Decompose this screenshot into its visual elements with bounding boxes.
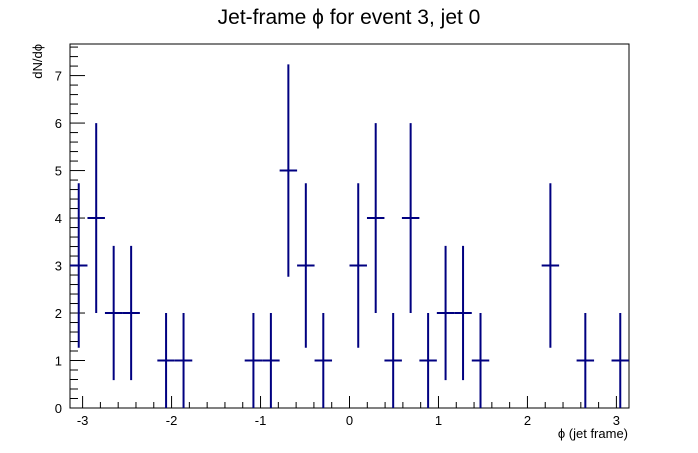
- x-axis-label: ϕ (jet frame): [558, 426, 628, 441]
- x-tick-label: 2: [524, 413, 531, 428]
- data-point: [349, 183, 367, 348]
- data-point: [611, 313, 629, 408]
- y-tick-label: 2: [55, 306, 62, 321]
- y-axis-tick-labels: 0 1 2 3 4 5 6 7: [55, 69, 62, 416]
- y-tick-label: 3: [55, 259, 62, 274]
- data-point: [454, 245, 472, 381]
- y-tick-label: 6: [55, 116, 62, 131]
- data-point: [262, 313, 280, 408]
- y-tick-label: 5: [55, 164, 62, 179]
- data-point: [436, 245, 455, 381]
- y-tick-label: 7: [55, 69, 62, 84]
- data-point: [401, 123, 420, 314]
- y-tick-label: 1: [55, 354, 62, 369]
- x-tick-label: 3: [613, 413, 620, 428]
- data-point: [279, 64, 298, 277]
- y-axis-label: dN/dϕ: [30, 44, 45, 79]
- data-point: [70, 183, 88, 348]
- x-axis-ticks: [82, 396, 617, 408]
- data-point: [87, 123, 105, 314]
- y-tick-label: 4: [55, 211, 62, 226]
- data-point: [541, 183, 560, 348]
- data-point: [122, 245, 140, 381]
- x-axis-tick-labels: -3 -2 -1 0 1 2 3: [77, 413, 620, 428]
- x-tick-label: 0: [346, 413, 353, 428]
- data-point: [244, 313, 263, 408]
- y-tick-label: 0: [55, 401, 62, 416]
- data-point: [314, 313, 333, 408]
- data-points: [70, 64, 629, 408]
- data-point: [104, 245, 123, 381]
- data-point: [471, 313, 490, 408]
- data-point: [174, 313, 193, 408]
- data-point: [419, 313, 437, 408]
- x-tick-label: -2: [166, 413, 178, 428]
- y-axis-ticks: [70, 46, 85, 409]
- x-tick-label: -1: [255, 413, 267, 428]
- chart-title: Jet-frame ϕ for event 3, jet 0: [218, 6, 481, 29]
- x-tick-label: 1: [435, 413, 442, 428]
- data-point: [366, 123, 385, 314]
- x-tick-label: -3: [77, 413, 89, 428]
- data-point: [384, 313, 402, 408]
- data-point: [576, 313, 595, 408]
- data-point: [297, 183, 315, 348]
- data-point: [157, 313, 175, 408]
